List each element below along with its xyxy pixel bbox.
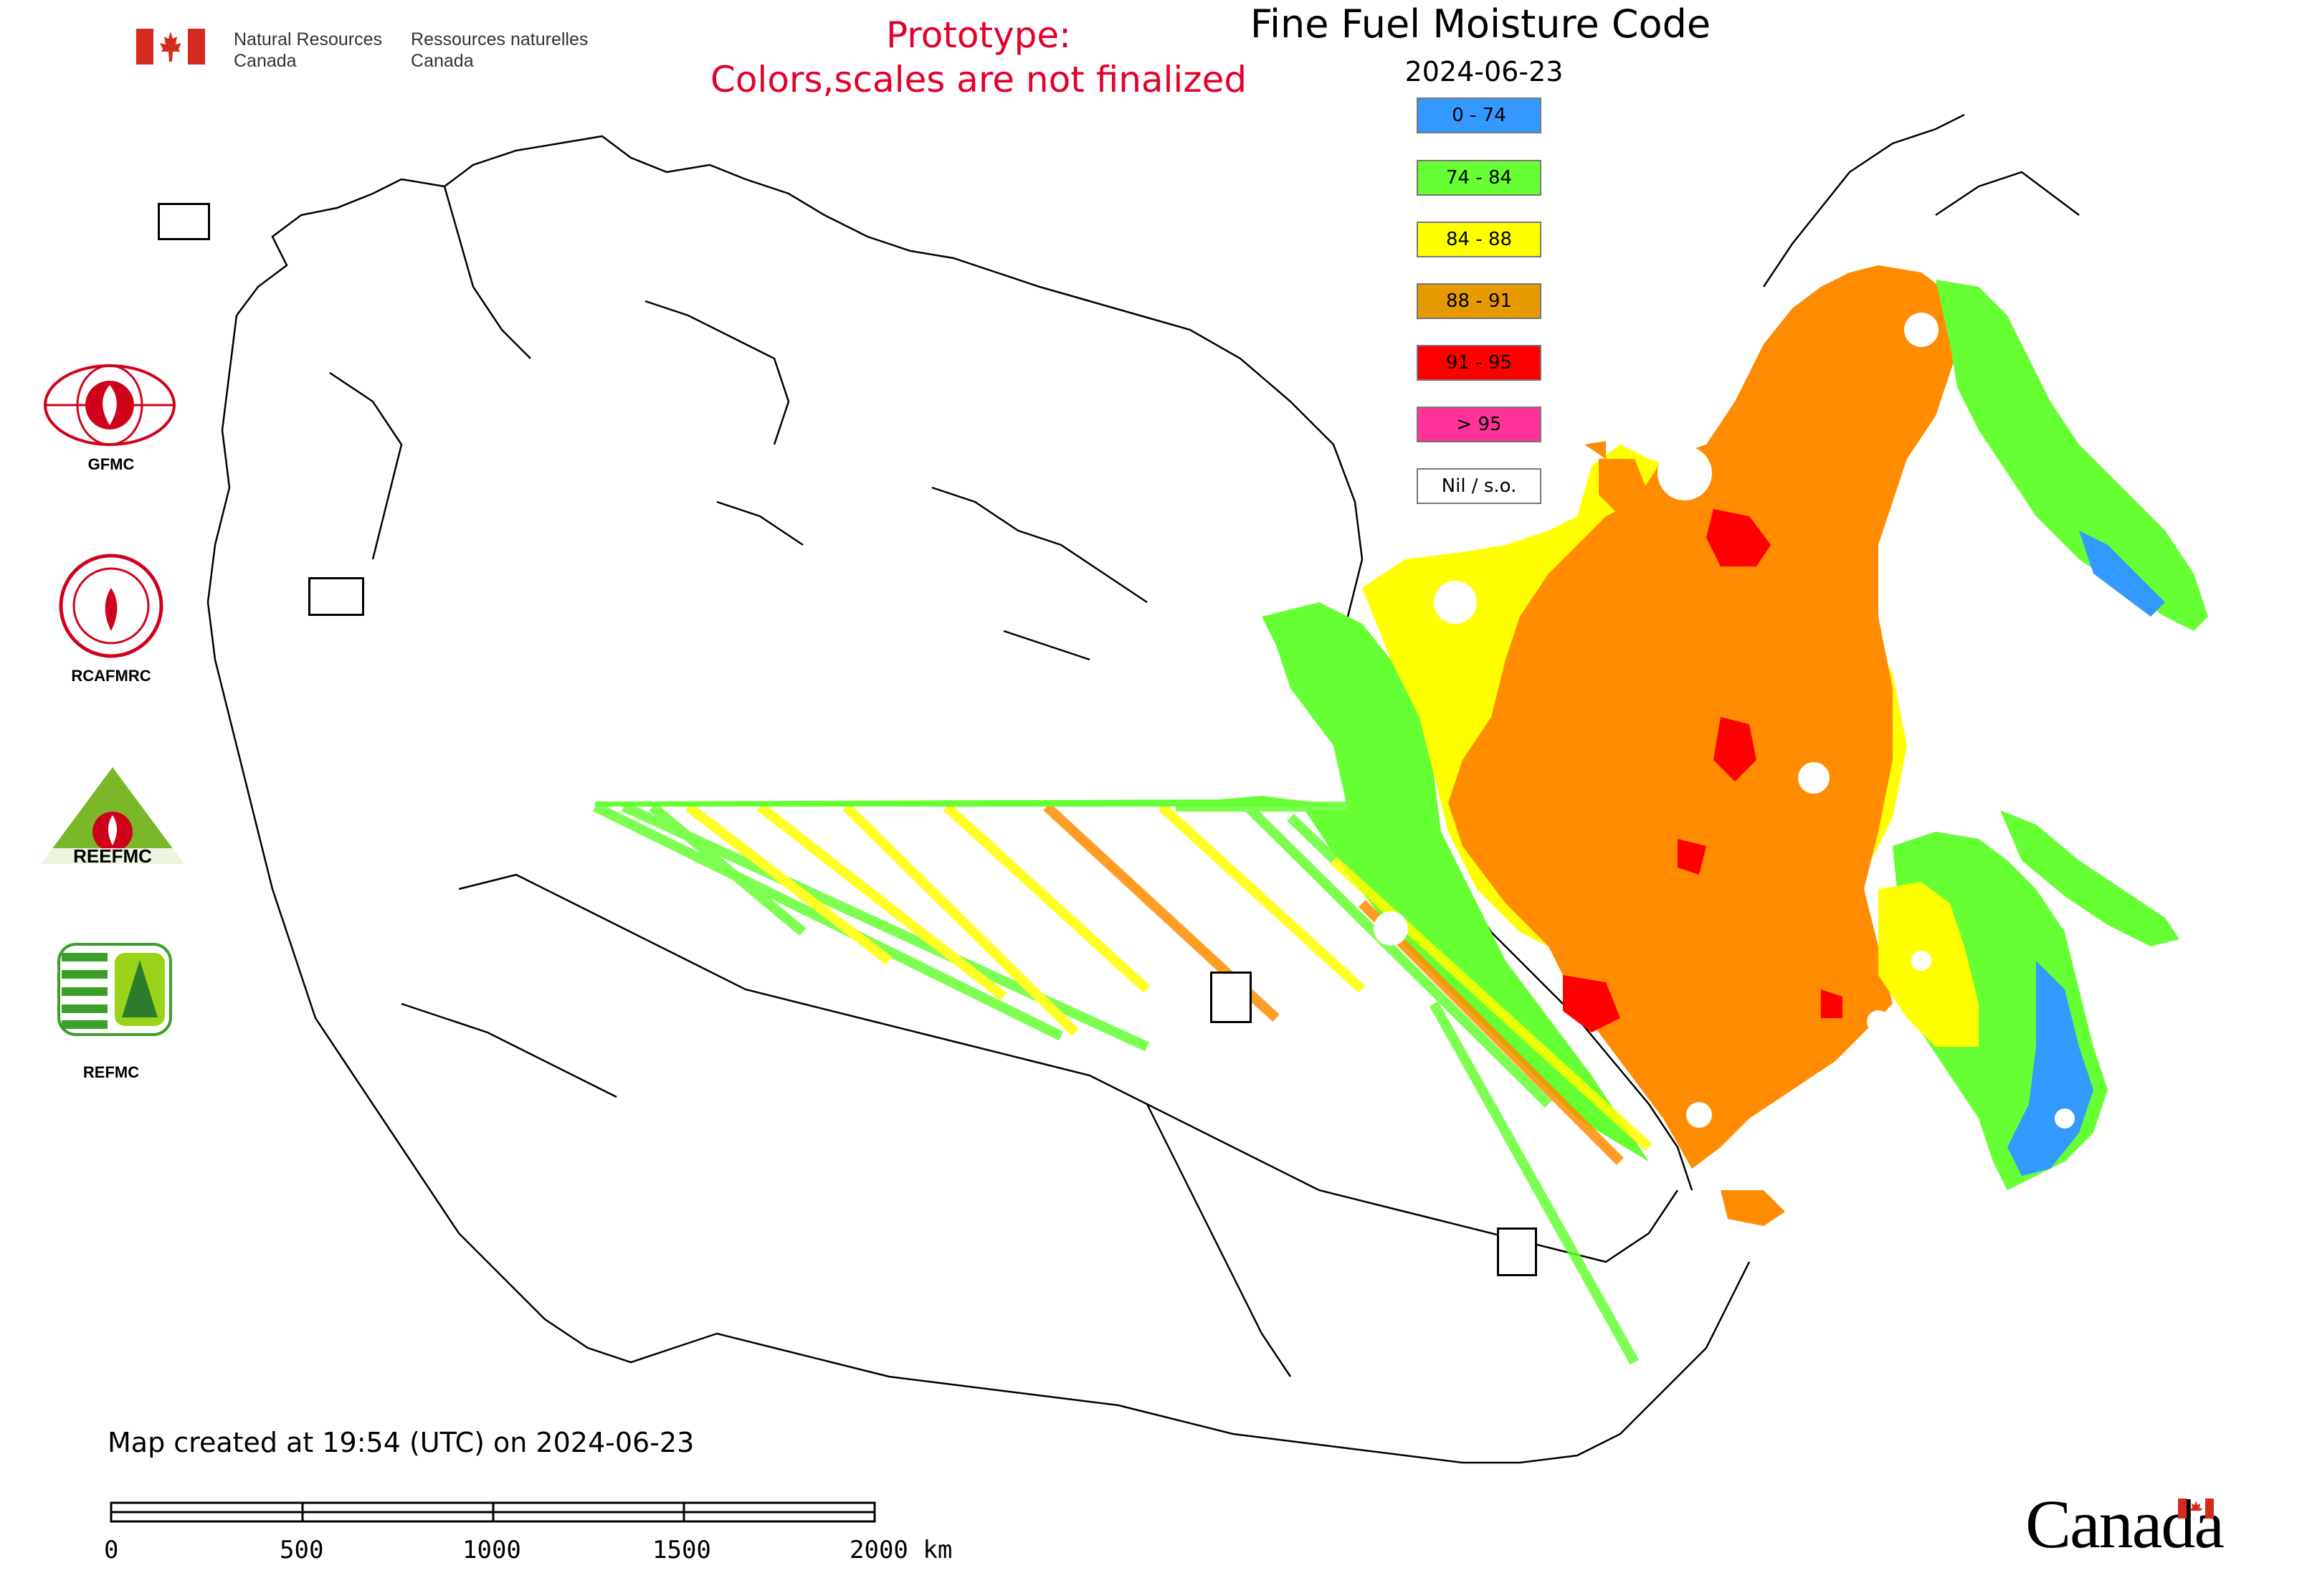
scale-label: 500 — [280, 1536, 324, 1564]
canada-wordmark: Canada — [2025, 1486, 2225, 1562]
map-date: 2024-06-23 — [1404, 56, 1564, 87]
legend-item: 91 - 95 — [1417, 345, 1541, 381]
ffmc-zone-red-1 — [1706, 509, 1771, 566]
rcafmrc-marker-icon — [1497, 1227, 1537, 1276]
legend-item: 88 - 91 — [1417, 283, 1541, 319]
gfmc-marker-icon — [158, 203, 210, 240]
legend-item: > 95 — [1417, 407, 1541, 442]
ffmc-band-green — [595, 796, 1348, 807]
ffmc-zone-orange — [1448, 265, 1964, 1169]
ffmc-zone-orange-islet — [1584, 441, 1606, 459]
nil-holes — [1374, 313, 2075, 1129]
prototype-notice: Prototype: Colors,scales are not finaliz… — [710, 14, 1247, 100]
reefmc-marker-icon — [308, 577, 364, 616]
scale-label: 2000 km — [850, 1536, 953, 1564]
refmc-marker-icon — [1210, 972, 1252, 1023]
ffmc-zone-orange-island — [1721, 1190, 1785, 1226]
ffmc-zone-red-5 — [1821, 989, 1842, 1018]
legend-item: 0 - 74 — [1417, 98, 1541, 133]
gfmc-label: GFMC — [87, 455, 135, 473]
ffmc-zone-orange-peninsula — [1599, 459, 1649, 516]
reefmc-logo-icon: REEFMC — [41, 767, 184, 867]
ffmc-streaks — [592, 802, 1652, 1365]
ffmc-zone-blue-northeast — [2079, 531, 2165, 617]
map-title: Fine Fuel Moisture Code — [1250, 1, 1711, 47]
legend-item: Nil / s.o. — [1417, 468, 1541, 504]
ffmc-zone-green-northeast — [1936, 280, 2208, 631]
gfmc-logo-icon — [44, 364, 176, 446]
legend-item: 74 - 84 — [1417, 160, 1541, 196]
refmc-label: REFMC — [82, 1063, 140, 1081]
ffmc-coverage — [592, 265, 2208, 1365]
rcafmrc-logo-icon — [59, 554, 163, 658]
ffmc-zone-red-3 — [1678, 839, 1706, 875]
scale-label: 1500 — [652, 1536, 711, 1564]
reefmc-logo-text: REEFMC — [73, 845, 152, 867]
scale-label: 0 — [104, 1536, 119, 1564]
scale-label: 1000 — [462, 1536, 521, 1564]
ffmc-zone-red-2 — [1713, 717, 1756, 782]
created-timestamp: Map created at 19:54 (UTC) on 2024-06-23 — [108, 1427, 695, 1458]
scale-bar — [110, 1501, 876, 1523]
refmc-logo-icon — [57, 943, 172, 1036]
wordmark-flag-icon — [2178, 1498, 2214, 1519]
ffmc-zone-green-west — [1262, 602, 1649, 1162]
canada-flag-icon — [136, 29, 205, 65]
org-name-fr: Ressources naturelles Canada — [411, 29, 589, 71]
org-name-en: Natural Resources Canada — [234, 29, 383, 71]
legend-item: 84 - 88 — [1417, 222, 1541, 257]
ffmc-zone-red-4 — [1563, 975, 1620, 1032]
rcafmrc-label: RCAFMRC — [71, 667, 151, 685]
nrcan-header: Natural Resources Canada Ressources natu… — [136, 29, 588, 72]
ffmc-zone-green-east — [2000, 810, 2179, 946]
